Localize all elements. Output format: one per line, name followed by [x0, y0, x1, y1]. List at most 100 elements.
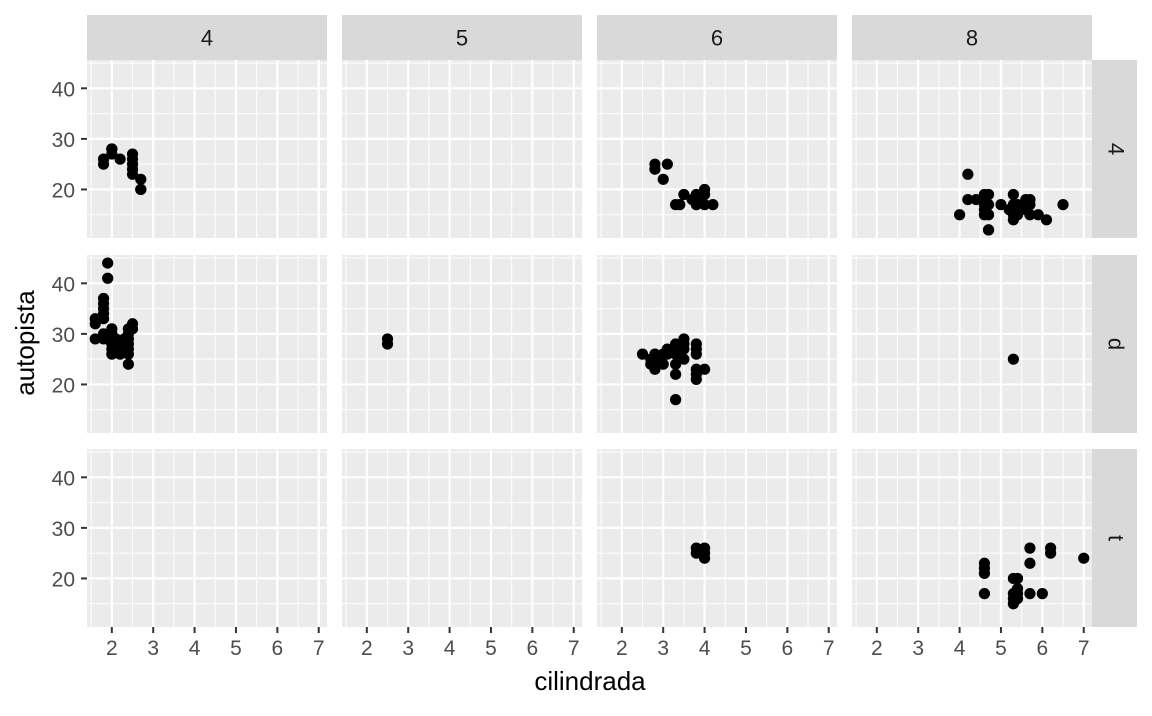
x-tick-label: 3: [657, 637, 669, 660]
data-point: [674, 199, 686, 211]
y-tick-label: 20: [52, 179, 75, 202]
facet-strip-col-bg: [342, 15, 582, 60]
data-point: [678, 188, 690, 201]
panel-4-4: [87, 60, 327, 238]
data-point: [707, 199, 719, 211]
data-point: [670, 368, 682, 380]
data-point: [698, 552, 711, 564]
data-point: [978, 588, 991, 600]
data-point: [1032, 209, 1044, 221]
facet-strip-col-label: 5: [456, 26, 468, 51]
x-tick-label: 5: [740, 637, 752, 660]
x-tick-label: 4: [444, 637, 456, 660]
panel-background: [597, 60, 837, 238]
data-point: [657, 173, 669, 185]
panel-background: [87, 60, 327, 238]
y-axis-row-4: 20 30 40: [52, 78, 87, 202]
data-point: [690, 199, 702, 211]
facet-strip-row-t: t: [1092, 449, 1137, 627]
facet-strip-col-bg: [597, 15, 837, 60]
x-tick-label: 6: [782, 637, 794, 660]
data-point: [649, 363, 661, 375]
panel-d-5: [342, 255, 582, 433]
data-point: [1078, 552, 1090, 564]
panel-t-8: [852, 449, 1092, 627]
data-point: [110, 333, 122, 345]
y-axis-title: autopista: [10, 290, 40, 396]
panel-d-6: [597, 255, 837, 433]
facet-strip-row-label: d: [1104, 338, 1129, 350]
data-point: [670, 394, 682, 406]
panel-d-8: [852, 255, 1092, 433]
y-axis-row-d: 20 30 40: [52, 273, 87, 397]
data-point: [649, 353, 661, 365]
facet-strip-row-d: d: [1092, 255, 1137, 433]
data-point: [978, 567, 991, 579]
data-point: [126, 168, 139, 180]
data-point: [690, 547, 702, 559]
data-point: [381, 338, 394, 350]
data-point: [995, 199, 1007, 211]
data-point: [122, 348, 134, 360]
panel-4-6: [597, 60, 837, 238]
facet-strip-col-5: 5: [342, 15, 582, 60]
facet-strip-row-label: 4: [1104, 143, 1129, 155]
panel-background: [597, 449, 837, 627]
x-tick-label: 5: [485, 637, 497, 660]
panel-4-8: [852, 60, 1092, 238]
x-tick-label: 2: [871, 637, 883, 660]
x-tick-label: 2: [616, 637, 628, 660]
data-point: [982, 224, 995, 236]
x-axis-col-6: 2 3 4 5 6 7: [616, 627, 835, 660]
facet-strip-col-8: 8: [852, 15, 1092, 60]
data-point: [678, 353, 690, 365]
data-point: [698, 363, 711, 375]
data-point: [970, 193, 982, 206]
data-point: [698, 199, 711, 211]
data-point: [678, 343, 690, 355]
data-point: [661, 348, 673, 360]
data-point: [118, 333, 130, 345]
data-point: [102, 257, 114, 269]
panel-t-6: [597, 449, 837, 627]
x-tick-label: 4: [189, 637, 201, 660]
panel-background: [852, 449, 1092, 627]
x-tick-label: 6: [1037, 637, 1049, 660]
panel-d-4: [87, 255, 327, 433]
facet-strip-row-bg: [1092, 449, 1137, 627]
x-tick-label: 7: [313, 637, 325, 660]
facet-strip-row-4: 4: [1092, 60, 1137, 238]
y-tick-label: 30: [52, 129, 75, 152]
data-point: [698, 188, 711, 201]
x-tick-label: 7: [1078, 637, 1090, 660]
x-tick-label: 3: [147, 637, 159, 660]
x-axis-col-4: 2 3 4 5 6 7: [106, 627, 325, 660]
panel-background: [852, 255, 1092, 433]
y-tick-label: 30: [52, 324, 75, 347]
data-point: [1024, 588, 1036, 600]
y-axis-row-t: 20 30 40: [52, 467, 87, 591]
y-tick-label: 40: [52, 467, 75, 490]
data-point: [1024, 542, 1036, 554]
panel-4-5: [342, 60, 582, 238]
data-point: [1007, 353, 1019, 365]
x-tick-label: 3: [912, 637, 924, 660]
data-point: [1045, 547, 1057, 559]
x-tick-label: 6: [272, 637, 284, 660]
x-tick-label: 3: [402, 637, 414, 660]
data-point: [670, 358, 682, 370]
data-point: [690, 348, 702, 360]
data-point: [1036, 588, 1048, 600]
data-point: [649, 163, 661, 175]
data-point: [106, 143, 118, 155]
y-tick-label: 30: [52, 518, 75, 541]
facet-strip-row-bg: [1092, 60, 1137, 238]
data-point: [636, 348, 649, 360]
data-point: [1011, 209, 1024, 221]
data-point: [690, 373, 702, 385]
facet-strip-row-bg: [1092, 255, 1137, 433]
facet-strip-col-label: 4: [201, 26, 213, 51]
data-point: [1057, 199, 1069, 211]
